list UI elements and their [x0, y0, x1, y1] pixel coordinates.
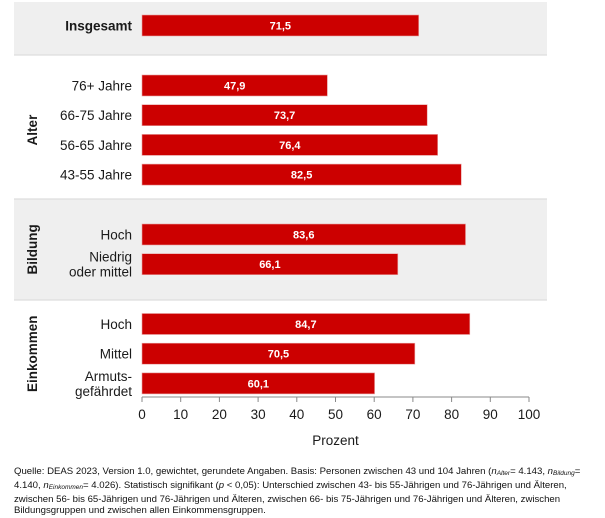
- bar-value-label: 66,1: [259, 259, 280, 271]
- n-einkommen-value: = 4.026). Statistisch signifikant (: [83, 479, 219, 491]
- bar: [141, 372, 375, 395]
- category-label: 43-55 Jahre: [60, 168, 132, 183]
- category-label: 56-65 Jahre: [60, 138, 132, 153]
- n-symbol: n: [491, 466, 497, 477]
- bar-value-label: 60,1: [248, 378, 269, 390]
- x-tick-label: 20: [212, 407, 227, 422]
- group-panel-2: [14, 199, 547, 300]
- bar: [141, 74, 328, 97]
- x-tick-label: 100: [518, 407, 541, 422]
- bar: [141, 313, 471, 335]
- bar-value-label: 47,9: [224, 81, 245, 93]
- category-label: Hoch: [100, 228, 132, 243]
- category-label: 76+ Jahre: [72, 79, 132, 94]
- x-axis: 0 10 20 30 40 50 60 70 80 90 100: [138, 396, 541, 422]
- footnote-text-1: Quelle: DEAS 2023, Version 1.0, gewichte…: [14, 466, 492, 477]
- bar: [141, 253, 399, 275]
- bar-chart: 71,5 47,9 73,7 76,4 82,5 83,6 66,1 84,7 70,5 60,1…: [14, 2, 547, 448]
- bar-value-label: 73,7: [274, 110, 295, 122]
- bar-value-label: 84,7: [295, 319, 316, 331]
- x-tick-label: 0: [138, 407, 146, 422]
- bar: [141, 223, 466, 246]
- category-label: oder mittel: [69, 265, 132, 280]
- bar-value-label: 70,5: [268, 349, 289, 361]
- x-tick-label: 40: [289, 407, 304, 422]
- footnote: Quelle: DEAS 2023, Version 1.0, gewichte…: [14, 466, 600, 517]
- x-tick-label: 30: [251, 407, 266, 422]
- category-label: Niedrig: [89, 250, 132, 265]
- group-label: Alter: [25, 114, 40, 146]
- x-tick-label: 80: [444, 407, 459, 422]
- category-label: Armuts-: [85, 369, 132, 384]
- n-symbol: n: [43, 479, 49, 491]
- bar-value-label: 82,5: [291, 170, 312, 182]
- n-bildung-value: = 4.140,: [14, 466, 581, 491]
- x-tick-label: 90: [483, 407, 498, 422]
- x-tick-label: 50: [328, 407, 343, 422]
- bar-value-label: 76,4: [279, 140, 301, 152]
- group-panels: [14, 2, 547, 301]
- p-symbol: p: [218, 479, 225, 491]
- bar: [141, 163, 462, 186]
- category-label: 66-75 Jahre: [60, 108, 132, 123]
- category-label: Insgesamt: [65, 19, 132, 34]
- category-labels: Insgesamt 76+ Jahre 66-75 Jahre 56-65 Jahre…: [25, 19, 132, 399]
- n-bildung-subscript: Bildung: [553, 470, 575, 477]
- category-label: gefährdet: [75, 384, 132, 399]
- bar: [141, 104, 428, 126]
- n-symbol: n: [547, 466, 554, 477]
- x-tick-label: 70: [405, 407, 420, 422]
- category-label: Mittel: [100, 347, 132, 362]
- n-einkommen-subscript: Einkommen: [48, 483, 84, 491]
- n-alter-value: = 4.143,: [510, 466, 548, 477]
- bar: [141, 14, 420, 37]
- bars: 71,5 47,9 73,7 76,4 82,5 83,6 66,1 84,7 70,5 60,1: [141, 14, 471, 395]
- bar-value-label: 83,6: [293, 230, 314, 242]
- bar: [141, 134, 438, 156]
- bar-value-label: 71,5: [270, 21, 291, 33]
- footnote-text-2: < 0,05): Unterschied zwischen 43- bis 55…: [14, 479, 567, 517]
- group-label: Bildung: [25, 224, 40, 274]
- n-alter-subscript: Alter: [496, 470, 511, 477]
- group-label: Einkommen: [25, 315, 40, 392]
- x-axis-title: Prozent: [312, 433, 359, 448]
- bar: [141, 342, 416, 365]
- category-label: Hoch: [100, 317, 132, 332]
- x-tick-label: 60: [367, 407, 382, 422]
- x-tick-label: 10: [173, 407, 188, 422]
